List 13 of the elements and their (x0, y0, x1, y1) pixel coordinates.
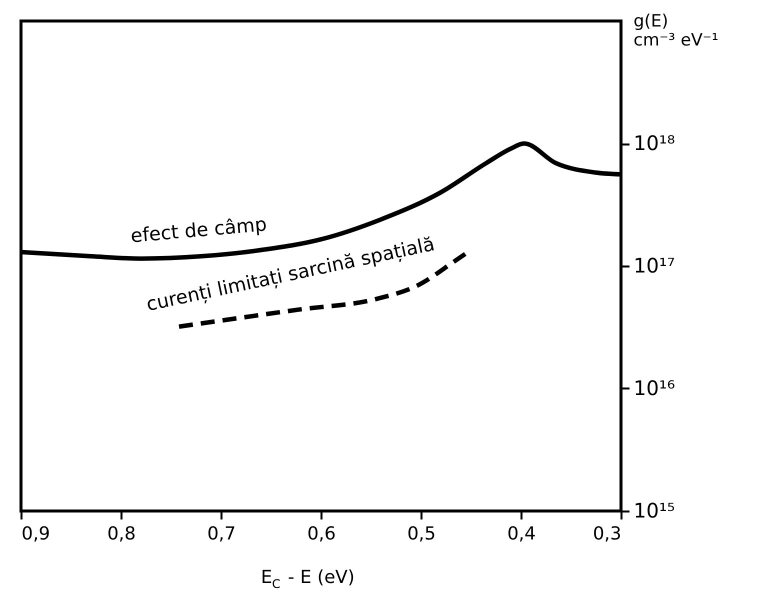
y-tick-label: 10¹⁷ (634, 254, 675, 278)
x-tick-label: 0,4 (507, 524, 536, 544)
x-tick-label: 0,6 (307, 524, 336, 544)
x-tick-label: 0,3 (592, 524, 622, 544)
y-axis-title: g(E) cm⁻³ eV⁻¹ (634, 12, 718, 50)
x-tick-label: 0,9 (22, 524, 50, 544)
x-tick-label: 0,8 (107, 524, 136, 544)
y-tick-label: 10¹⁵ (634, 498, 675, 522)
x-tick-label: 0,7 (207, 524, 236, 544)
y-tick-label: 10¹⁶ (634, 376, 675, 400)
series-label: efect de câmp (130, 213, 268, 248)
x-tick-label: 0,5 (407, 524, 436, 544)
y-tick-label: 10¹⁸ (634, 131, 675, 155)
